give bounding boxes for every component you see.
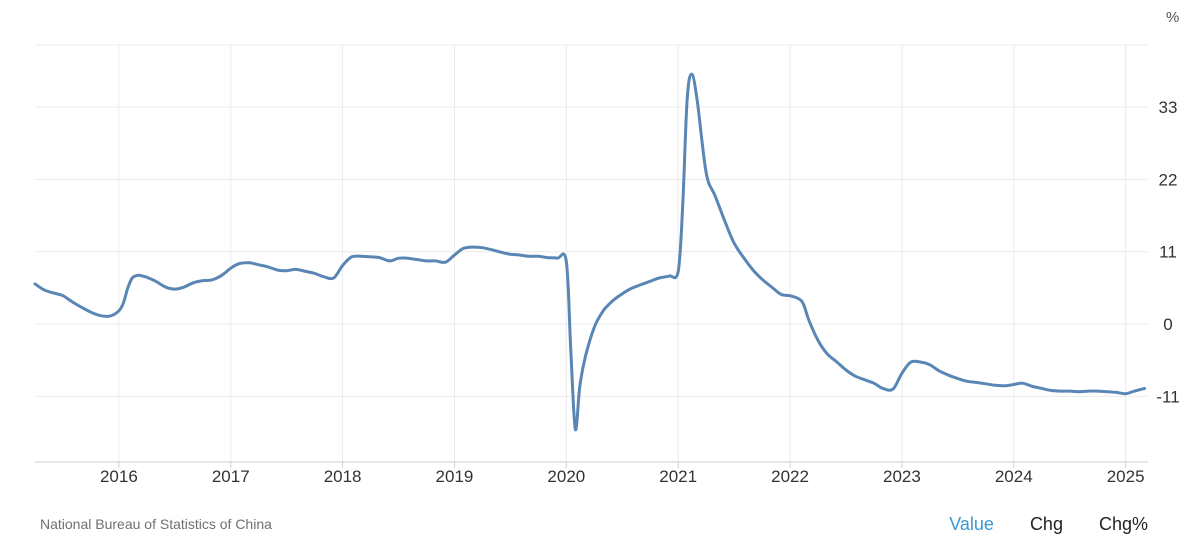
- x-tick-label: 2020: [547, 467, 585, 486]
- tab-chg-percent[interactable]: Chg%: [1098, 514, 1148, 534]
- y-tick-label: 11: [1159, 243, 1177, 262]
- x-tick-label: 2021: [659, 467, 697, 486]
- x-tick-label: 2024: [995, 467, 1033, 486]
- grid-lines: [35, 44, 1148, 462]
- series-line-value[interactable]: [33, 72, 1147, 432]
- x-tick-label: 2025: [1107, 467, 1145, 486]
- view-tabs: Value Chg Chg%: [949, 514, 1148, 535]
- y-tick-label: 0: [1163, 315, 1172, 334]
- x-tick-label: 2022: [771, 467, 809, 486]
- x-tick-label: 2018: [324, 467, 362, 486]
- x-tick-label: 2016: [100, 467, 138, 486]
- line-chart: 2016 2017 2018 2019 2020 2021 2022 2023 2024 2025…: [33, 9, 1180, 486]
- y-tick-label: -11: [1156, 387, 1179, 406]
- x-axis-ticks: 2016 2017 2018 2019 2020 2021 2022 2023 2024 2025: [100, 462, 1145, 486]
- tab-value[interactable]: Value: [949, 514, 994, 534]
- y-axis-ticks: -11 0 11 22 33: [1156, 98, 1179, 406]
- tab-chg[interactable]: Chg: [1029, 514, 1063, 534]
- x-tick-label: 2017: [212, 467, 250, 486]
- x-tick-label: 2023: [883, 467, 921, 486]
- x-tick-label: 2019: [436, 467, 474, 486]
- unit-label: %: [1166, 9, 1179, 26]
- y-tick-label: 33: [1159, 98, 1178, 117]
- source-label: National Bureau of Statistics of China: [40, 516, 272, 532]
- y-tick-label: 22: [1159, 170, 1178, 189]
